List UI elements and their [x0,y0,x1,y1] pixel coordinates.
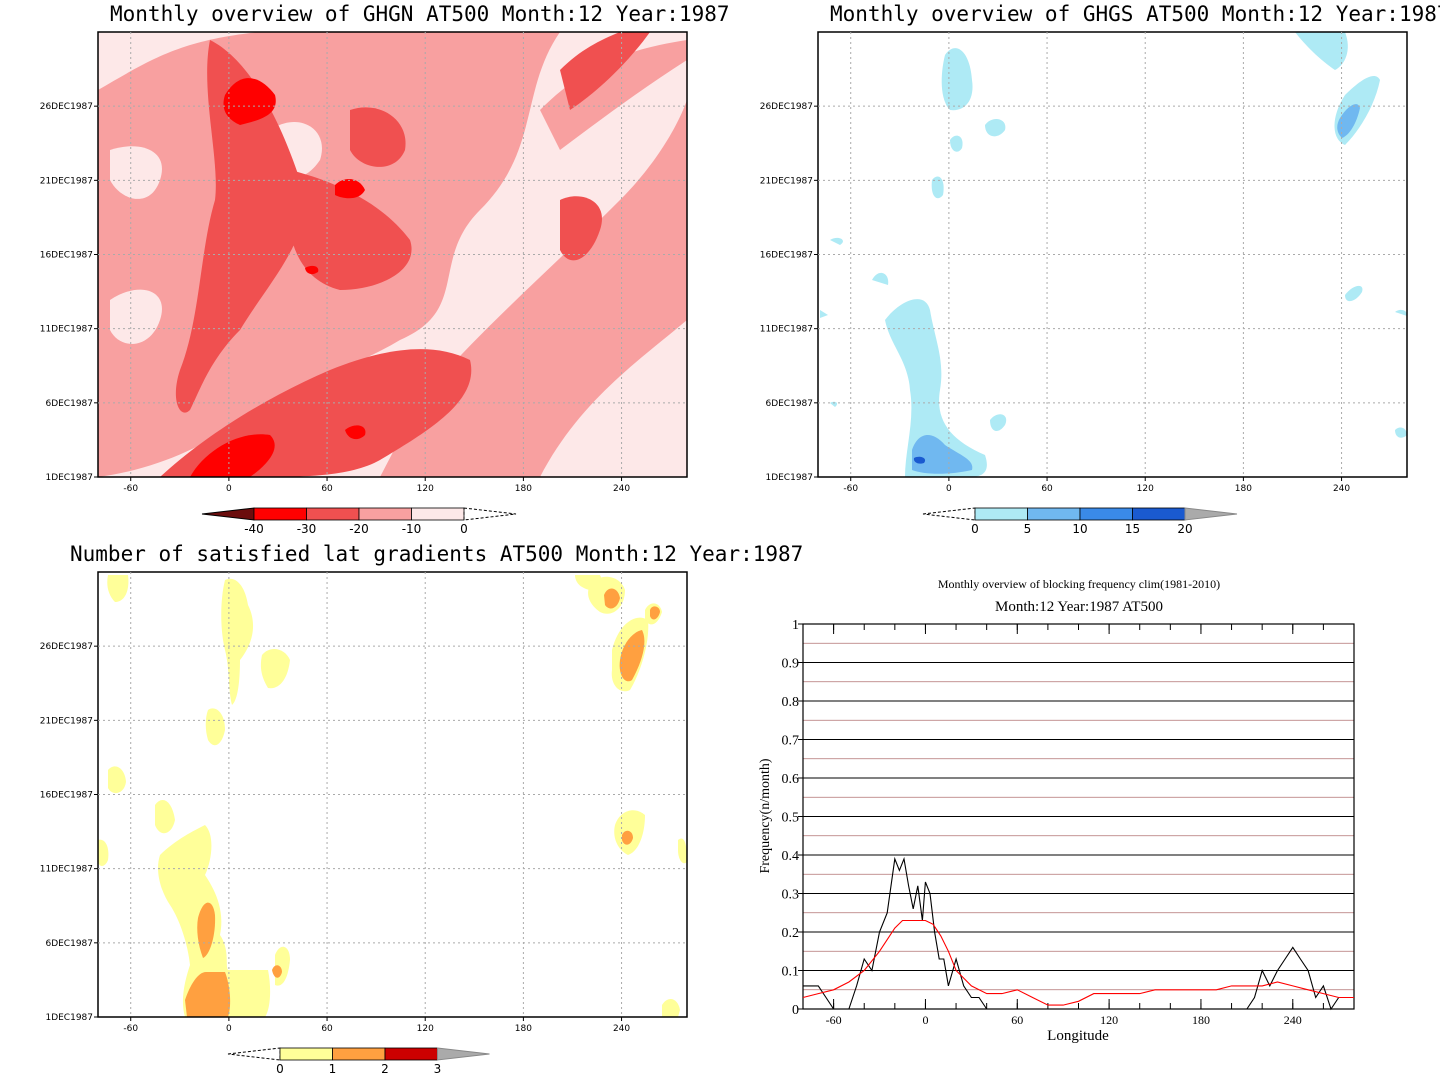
x-tick-label: 60 [1041,484,1053,494]
colorbar-label: 3 [434,1062,442,1076]
x-tick-label: -60 [123,1024,138,1034]
x-tick-label: 60 [1011,1013,1023,1027]
x-tick-label: 0 [946,484,952,494]
y-tick-label: 0 [792,1003,799,1018]
colorbar-label: -20 [349,522,369,536]
y-tick-label: 16DEC1987 [40,251,93,261]
y-tick-label: 1 [792,618,799,633]
x-tick-label: 180 [515,484,532,494]
ghgn-chart: -60 0 60 120 180 240 1DEC1987 6DEC1987 11DEC198… [40,31,688,536]
x-tick-label: -60 [826,1013,842,1027]
colorbar-label: 20 [1177,522,1192,536]
ghgs-chart: -60 0 60 120 180 240 1DEC1987 6DEC1987 11DEC198… [760,31,1408,536]
x-tick-label: 120 [1137,484,1154,494]
colorbar-label: 10 [1072,522,1087,536]
lat-gradients-title: Number of satisfied lat gradients AT500 … [70,542,804,566]
freq-ylabel: Frequency(n/month) [758,758,773,873]
freq-xlabel: Longitude [1047,1028,1109,1044]
y-tick-label: 16DEC1987 [760,251,813,261]
y-tick-label: 1DEC1987 [45,1013,93,1023]
y-tick-label: 11DEC1987 [40,325,93,335]
x-tick-label: 180 [1235,484,1252,494]
y-tick-label: 21DEC1987 [40,716,93,726]
x-tick-label: 180 [1192,1013,1210,1027]
y-tick-label: 6DEC1987 [45,939,93,949]
y-tick-label: 0.2 [782,926,800,941]
series-line-black [803,856,1347,1011]
x-tick-label: 120 [417,484,434,494]
colorbar-label: 0 [276,1062,284,1076]
freq-title: Monthly overview of blocking frequency c… [938,577,1220,591]
colorbar-label: -40 [244,522,264,536]
ghgs-title: Monthly overview of GHGS AT500 Month:12 … [830,2,1440,26]
colorbar-right-triangle [1184,507,1238,521]
y-tick-label: 21DEC1987 [760,176,813,186]
y-tick-label: 16DEC1987 [40,791,93,801]
colorbar-label: 0 [971,522,979,536]
x-tick-label: 120 [1100,1013,1118,1027]
x-tick-label: 0 [226,1024,232,1034]
y-tick-label: 0.8 [782,695,800,710]
x-tick-label: 60 [321,1024,333,1034]
y-tick-label: 0.1 [782,965,800,980]
y-tick-label: 6DEC1987 [765,399,813,409]
colorbar-label: -10 [402,522,422,536]
x-tick-label: 120 [417,1024,434,1034]
x-tick-label: 240 [1333,484,1350,494]
x-tick-label: 180 [515,1024,532,1034]
x-tick-label: 0 [922,1013,928,1027]
x-tick-label: -60 [843,484,858,494]
colorbar-label: 15 [1125,522,1140,536]
colorbar-label: 1 [329,1062,337,1076]
y-tick-label: 26DEC1987 [40,642,93,652]
lat-gradients-chart: -60 0 60 120 180 240 1DEC19876DEC198711DEC198… [40,571,688,1076]
freq-subtitle: Month:12 Year:1987 AT500 [995,599,1163,615]
x-tick-label: 240 [613,484,630,494]
x-tick-label: 0 [226,484,232,494]
ghgn-title: Monthly overview of GHGN AT500 Month:12 … [110,2,730,26]
y-tick-label: 1DEC1987 [45,473,93,483]
colorbar-left-triangle [227,1047,281,1061]
colorbar-label: 2 [381,1062,389,1076]
colorbar-label: 5 [1024,522,1032,536]
y-tick-label: 26DEC1987 [760,102,813,112]
y-tick-label: 26DEC1987 [40,102,93,112]
y-tick-label: 0.3 [782,888,800,903]
y-tick-label: 0.5 [782,811,800,826]
colorbar-right-triangle [463,507,517,521]
colorbar-label: -30 [297,522,317,536]
y-tick-label: 0.9 [782,657,800,672]
colorbar-right-triangle [437,1047,490,1061]
y-tick-label: 11DEC1987 [760,325,813,335]
colorbar-label: 0 [460,522,468,536]
x-tick-label: 240 [613,1024,630,1034]
x-tick-label: 240 [1284,1013,1302,1027]
y-tick-label: 0.7 [782,734,800,749]
x-tick-label: -60 [123,484,138,494]
y-tick-label: 6DEC1987 [45,399,93,409]
y-tick-label: 0.6 [782,772,800,787]
colorbar-left-triangle [922,507,976,521]
y-tick-label: 0.4 [782,849,800,864]
y-tick-label: 11DEC1987 [40,865,93,875]
y-tick-label: 21DEC1987 [40,176,93,186]
y-tick-label: 1DEC1987 [765,473,813,483]
x-tick-label: 60 [321,484,333,494]
series-line-red [802,919,1354,1006]
